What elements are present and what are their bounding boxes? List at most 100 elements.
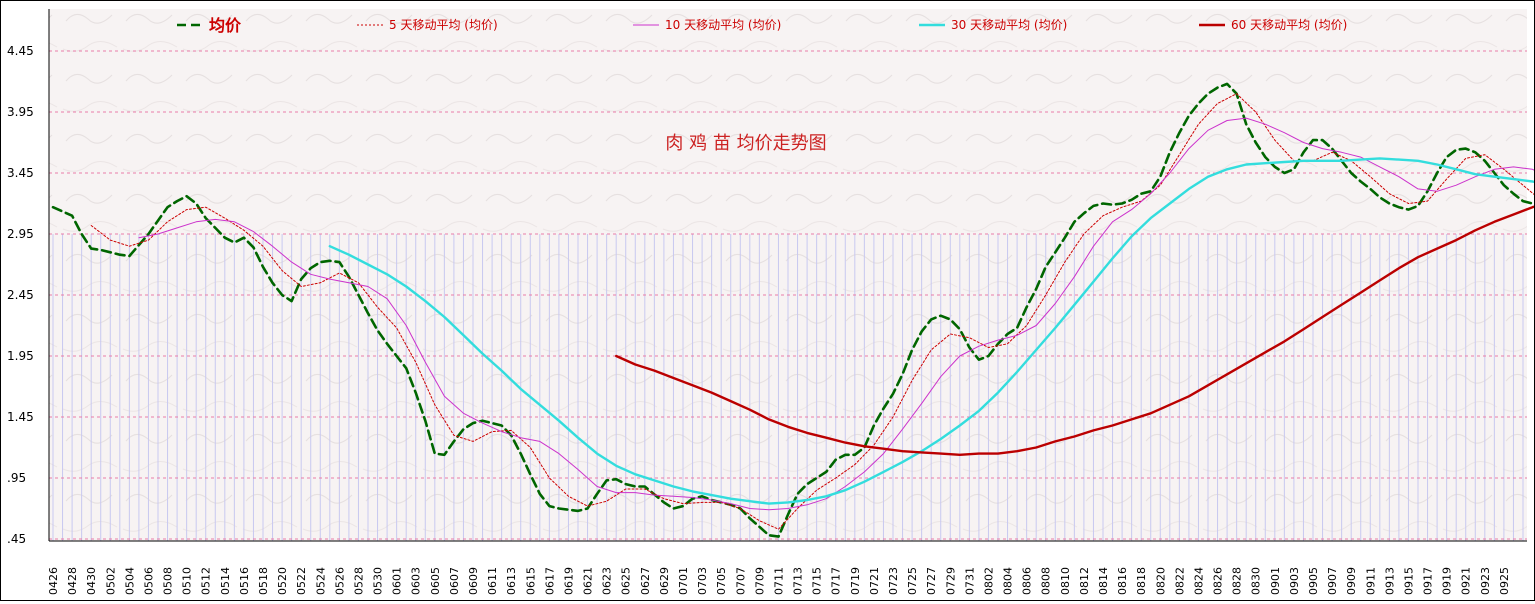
x-tick-label: 0816 — [1116, 567, 1129, 595]
x-tick-label: 0822 — [1173, 567, 1186, 595]
horizontal-gridlines — [49, 50, 1527, 540]
x-tick-label: 0516 — [238, 567, 251, 595]
y-tick-label: .45 — [7, 532, 26, 546]
x-tick-label: 0611 — [486, 567, 499, 595]
x-tick-label: 0709 — [753, 567, 766, 595]
legend-label-1: 5 天移动平均 (均价) — [389, 18, 498, 32]
series-line-2 — [138, 117, 1535, 511]
legend-label-2: 10 天移动平均 (均价) — [665, 18, 781, 32]
x-tick-label: 0603 — [410, 567, 423, 595]
x-tick-label: 0826 — [1212, 567, 1225, 595]
x-tick-label: 0921 — [1460, 567, 1473, 595]
x-tick-label: 0520 — [276, 567, 289, 595]
x-tick-label: 0607 — [448, 567, 461, 595]
x-tick-label: 0731 — [963, 567, 976, 595]
series-line-3 — [328, 157, 1535, 505]
x-tick-label: 0901 — [1269, 567, 1282, 595]
x-tick-label: 0725 — [906, 567, 919, 595]
legend-label-0: 均价 — [209, 16, 242, 35]
x-tick-label: 0613 — [505, 567, 518, 595]
x-tick-label: 0426 — [47, 567, 60, 595]
x-tick-label: 0923 — [1479, 567, 1492, 595]
x-tick-label: 0711 — [772, 567, 785, 595]
y-tick-label: 3.95 — [7, 105, 34, 119]
chart-title: 肉 鸡 苗 均价走势图 — [665, 133, 826, 154]
x-tick-label: 0917 — [1422, 567, 1435, 595]
x-tick-label: 0526 — [333, 567, 346, 595]
x-tick-label: 0625 — [620, 567, 633, 595]
x-tick-label: 0623 — [601, 567, 614, 595]
x-tick-label: 0508 — [162, 567, 175, 595]
x-tick-label: 0504 — [123, 567, 136, 595]
x-tick-label: 0806 — [1021, 567, 1034, 595]
x-tick-label: 0828 — [1231, 567, 1244, 595]
x-tick-label: 0729 — [944, 567, 957, 595]
x-tick-label: 0430 — [85, 567, 98, 595]
y-tick-label: 1.45 — [7, 410, 34, 424]
x-tick-label: 0615 — [524, 567, 537, 595]
x-tick-label: 0627 — [639, 567, 652, 595]
x-tick-label: 0707 — [734, 567, 747, 595]
x-tick-label: 0727 — [925, 567, 938, 595]
x-tick-label: 0824 — [1192, 567, 1205, 595]
y-axis-ticks: .45 .95 1.45 1.95 2.45 2.95 3.45 3.95 4.45 — [7, 44, 34, 546]
x-tick-label: 0913 — [1383, 567, 1396, 595]
x-tick-label: 0514 — [219, 567, 232, 595]
x-tick-label: 0818 — [1135, 567, 1148, 595]
legend: 均价 5 天移动平均 (均价) 10 天移动平均 (均价) 30 天移动平均 (均价)… — [177, 16, 1347, 35]
x-tick-label: 0528 — [352, 567, 365, 595]
x-tick-label: 0609 — [467, 567, 480, 595]
x-tick-label: 0522 — [295, 567, 308, 595]
x-tick-label: 0808 — [1040, 567, 1053, 595]
x-tick-label: 0830 — [1250, 567, 1263, 595]
x-tick-label: 0715 — [811, 567, 824, 595]
x-tick-label: 0903 — [1288, 567, 1301, 595]
x-tick-label: 0911 — [1364, 567, 1377, 595]
x-tick-label: 0814 — [1097, 567, 1110, 595]
x-tick-label: 0925 — [1498, 567, 1511, 595]
y-tick-label: 2.95 — [7, 227, 34, 241]
x-tick-label: 0629 — [658, 567, 671, 595]
legend-label-3: 30 天移动平均 (均价) — [951, 18, 1067, 32]
x-tick-label: 0621 — [582, 567, 595, 595]
x-tick-label: 0915 — [1402, 567, 1415, 595]
legend-label-4: 60 天移动平均 (均价) — [1231, 18, 1347, 32]
x-tick-label: 0601 — [391, 567, 404, 595]
y-tick-label: .95 — [7, 471, 26, 485]
x-tick-label: 0719 — [849, 567, 862, 595]
x-tick-label: 0518 — [257, 567, 270, 595]
series-lines — [51, 82, 1535, 538]
series-line-4 — [615, 205, 1535, 456]
y-tick-label: 3.45 — [7, 166, 34, 180]
x-tick-label: 0919 — [1441, 567, 1454, 595]
x-tick-label: 0510 — [181, 567, 194, 595]
x-tick-label: 0721 — [868, 567, 881, 595]
x-tick-label: 0820 — [1154, 567, 1167, 595]
x-tick-label: 0810 — [1059, 567, 1072, 595]
x-tick-label: 0907 — [1326, 567, 1339, 595]
x-tick-label: 0512 — [200, 567, 213, 595]
x-tick-label: 0428 — [66, 567, 79, 595]
x-tick-label: 0812 — [1078, 567, 1091, 595]
y-tick-label: 4.45 — [7, 44, 34, 58]
x-tick-label: 0617 — [543, 567, 556, 595]
x-tick-label: 0802 — [982, 567, 995, 595]
x-tick-label: 0905 — [1307, 567, 1320, 595]
x-tick-label: 0713 — [792, 567, 805, 595]
x-tick-label: 0909 — [1345, 567, 1358, 595]
x-tick-label: 0605 — [429, 567, 442, 595]
y-tick-label: 2.45 — [7, 288, 34, 302]
x-tick-label: 0506 — [142, 567, 155, 595]
x-tick-label: 0723 — [887, 567, 900, 595]
x-tick-label: 0804 — [1002, 567, 1015, 595]
x-tick-label: 0701 — [677, 567, 690, 595]
x-axis-ticks: 0426 0428 0430 0502 0504 0506 0508 0510 0512 0514… — [47, 567, 1511, 595]
x-tick-label: 0703 — [696, 567, 709, 595]
x-tick-label: 0502 — [104, 567, 117, 595]
x-tick-label: 0705 — [715, 567, 728, 595]
x-tick-label: 0530 — [372, 567, 385, 595]
vertical-gridlines — [52, 234, 1524, 541]
x-tick-label: 0717 — [830, 567, 843, 595]
x-tick-label: 0619 — [562, 567, 575, 595]
